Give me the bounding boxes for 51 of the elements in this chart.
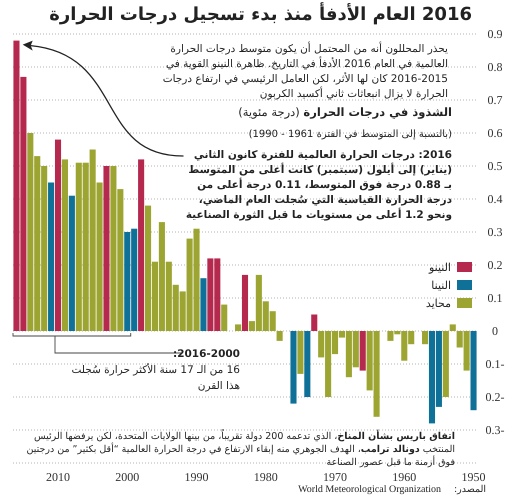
x-tick-label: 1990 — [184, 470, 209, 484]
bar — [54, 140, 62, 331]
y-tick-label: 0.8 — [488, 60, 502, 74]
y-tick-label: 0.3- — [486, 423, 504, 437]
x-tick-label: 1970 — [323, 470, 348, 484]
y-axis-title: الشذوذ في درجات الحرارة (درجة مئوية) — [237, 105, 452, 120]
annotation: 2016: درجات الحرارة العالمية للفترة كانون الثاني (يناير) إلى أيلول (سبتمبر) كانت أعلى من المتوسط بـ 0.88 درجة فوق المتوسط، 0.11 درجة أعلى من درجة الحرارة القياسية التي سُجلت العام الماضي، ونحو 1.2 أعلى من مستويات ما قبل الثورة الصناعية — [184, 148, 452, 223]
bar — [103, 166, 110, 331]
text: المصدر: — [454, 484, 486, 495]
bar — [235, 324, 242, 331]
bar — [297, 331, 304, 374]
bar — [242, 274, 248, 331]
bar — [422, 331, 428, 344]
x-tick-label: 1960 — [392, 470, 416, 484]
legend-label: محايد — [426, 297, 452, 310]
bar — [290, 331, 297, 404]
annotation: (بالنسبة إلى المتوسط في الفترة 1961 - 1990) — [248, 128, 452, 141]
bar — [62, 159, 68, 331]
text: World Meteorological Organization — [297, 484, 441, 496]
text: يحذر المحللون أنه من المحتمل أن يكون متوسط درجات الحرارة العالمية في العام 2016 الأدفأ في التاريخ. ظاهرة النينو القوية في 2015-2016 كان لها الأثر، لكن العامل الرئيسي في ارتفاع درجات الحرارة لا يزال انبعاثات ثاني أكسيد الكربون — [162, 42, 448, 102]
bar — [68, 196, 75, 331]
bar — [276, 331, 283, 341]
y-tick-label: 0 — [492, 324, 498, 338]
y-tick-label: 0.1- — [486, 357, 504, 371]
y-tick-label: 0.7 — [488, 93, 502, 107]
legend-label: النينو — [428, 261, 451, 274]
bar — [221, 304, 228, 331]
bar — [200, 278, 206, 331]
y-tick-label: 0.4 — [488, 192, 502, 206]
text: اتفاق باريس بشأن المناخ، الذي تدعمه 200 دولة تقريباً، من بينها الولايات المتحدة، لكن يرفضها الرئيس المنتخب دونالد ترامب، الهدف الجوهري منه إبقاء الارتفاع في درجة الحرارة العالمية “أقل بكثير” من درجتين فوق أزمنة ما قبل عصور الصناعة — [26, 431, 455, 468]
bar — [304, 331, 310, 397]
bar — [442, 331, 449, 397]
bar — [470, 331, 477, 410]
x-tick-label: 2000 — [115, 470, 140, 484]
y-tick-label: 0.6 — [488, 126, 502, 140]
bar — [138, 159, 144, 331]
bar — [311, 314, 318, 331]
bar — [360, 331, 366, 371]
bar — [450, 324, 456, 331]
x-tick-label: 2010 — [46, 470, 70, 484]
y-tick-label: 0.3 — [488, 225, 502, 239]
x-tick-label: 1980 — [254, 470, 278, 484]
y-tick-label: 0.5 — [488, 159, 502, 173]
chart-title: 2016 العام الأدفأ منذ بدء تسجيل درجات الحرارة — [48, 4, 472, 26]
bar — [48, 182, 54, 331]
x-tick-label: 1950 — [462, 470, 486, 484]
y-tick-label: 0.2- — [486, 390, 504, 404]
y-tick-label: 0.1 — [488, 291, 502, 305]
y-tick-label: 0.9 — [488, 27, 502, 41]
y-tick-label: 0.2 — [488, 258, 502, 272]
legend-label: النينا — [431, 279, 451, 292]
